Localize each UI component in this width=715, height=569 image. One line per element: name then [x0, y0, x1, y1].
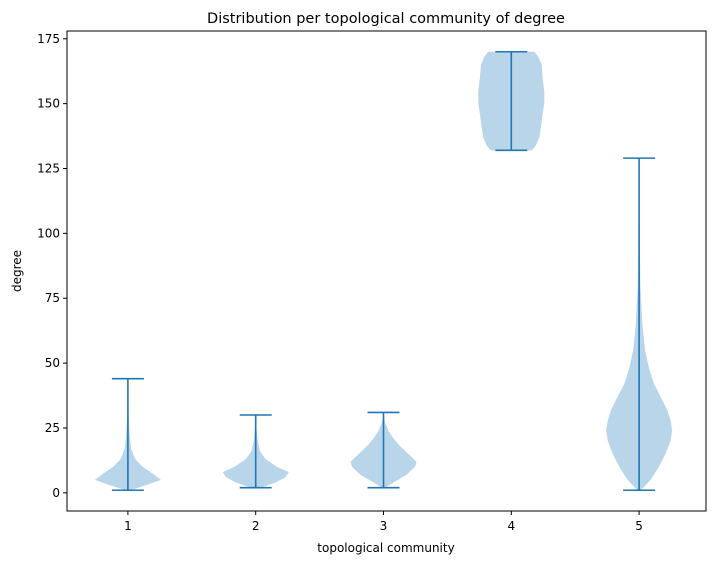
y-axis: 0 25 50 75 100 125 150 175 [37, 32, 67, 500]
y-tick-label: 100 [37, 226, 60, 240]
x-tick-label: 2 [252, 519, 260, 533]
y-axis-label: degree [10, 250, 24, 292]
y-tick-label: 25 [45, 421, 60, 435]
plot-frame [66, 30, 707, 512]
y-tick-label: 125 [37, 162, 60, 176]
y-tick-label: 50 [45, 356, 60, 370]
x-tick-label: 5 [635, 519, 643, 533]
chart-title: Distribution per topological community o… [207, 11, 565, 27]
x-tick-label: 4 [507, 519, 515, 533]
x-axis: 1 2 3 4 5 [124, 511, 643, 533]
y-tick-label: 0 [52, 486, 60, 500]
x-tick-label: 3 [380, 519, 388, 533]
violin-group [94, 50, 673, 492]
y-tick-label: 150 [37, 97, 60, 111]
x-axis-label: topological community [317, 541, 454, 555]
y-tick-label: 175 [37, 32, 60, 46]
y-tick-label: 75 [45, 291, 60, 305]
x-tick-label: 1 [124, 519, 132, 533]
